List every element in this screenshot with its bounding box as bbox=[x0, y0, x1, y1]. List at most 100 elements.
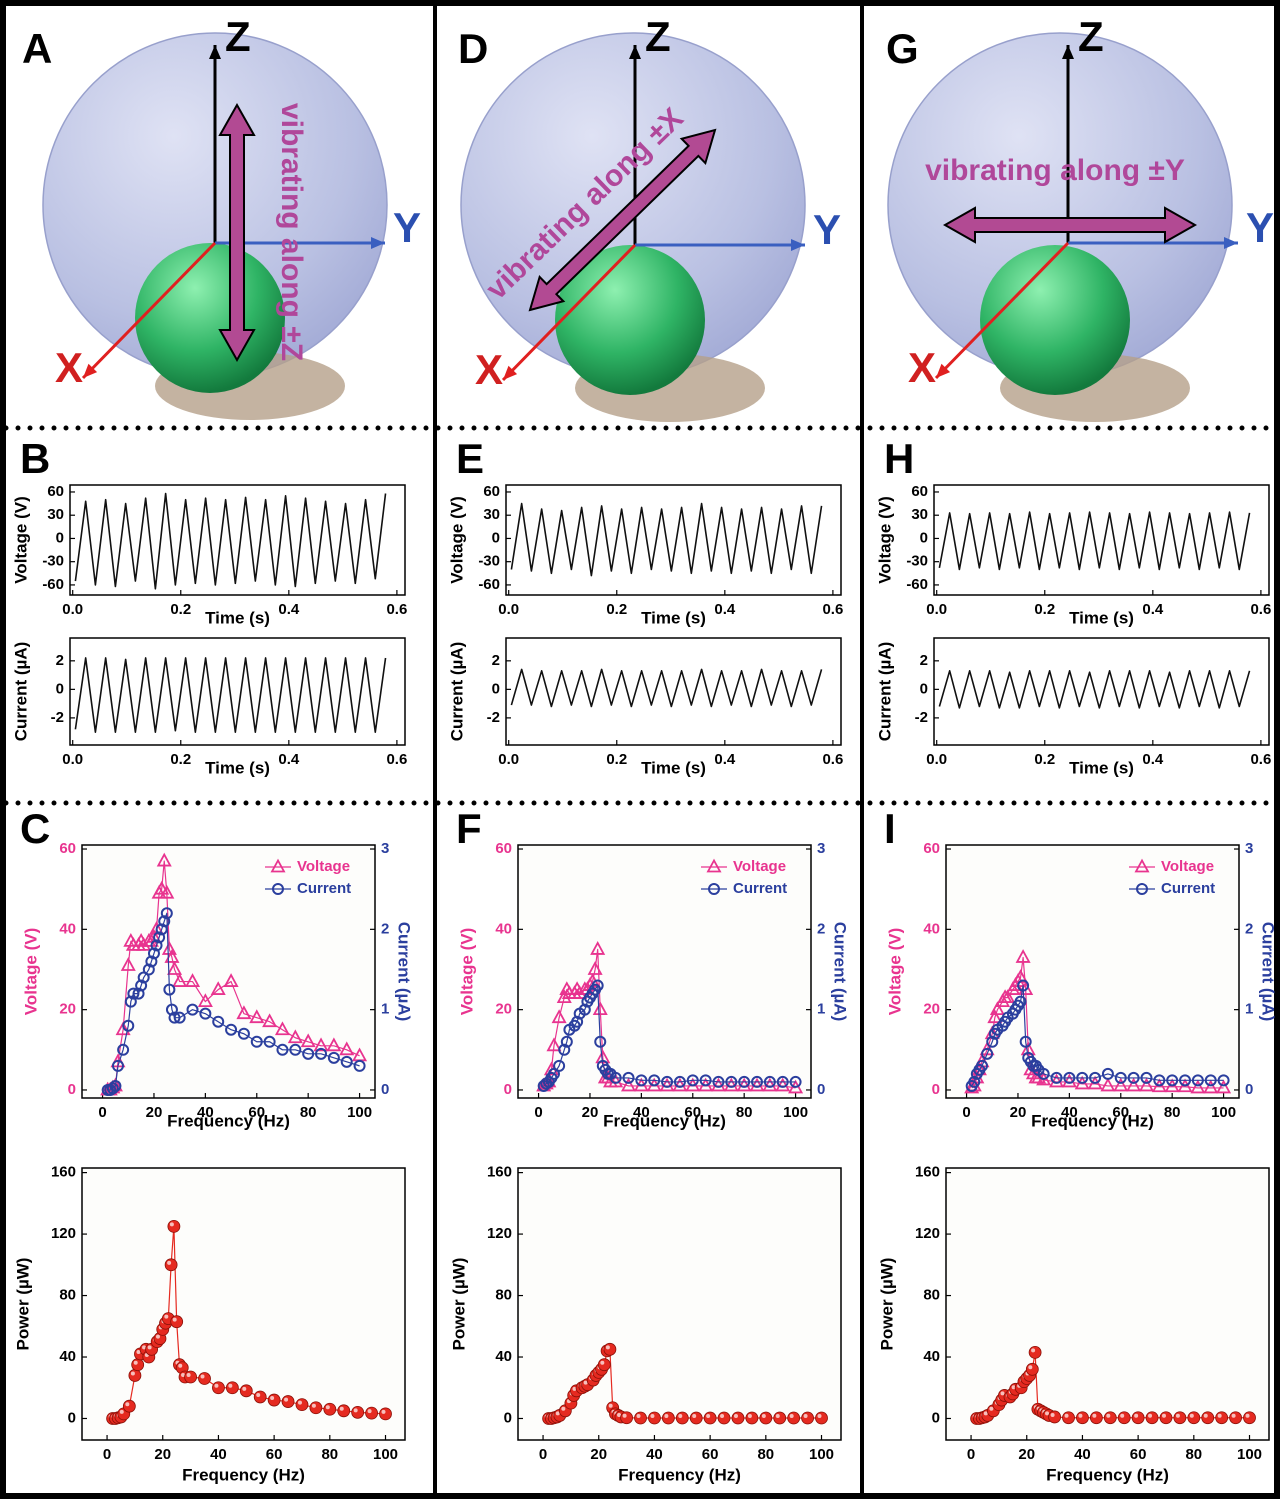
y2-tick-label: 3 bbox=[381, 840, 389, 857]
marker bbox=[1029, 1346, 1041, 1358]
x-tick-label: 0.4 bbox=[278, 751, 300, 768]
x-tick-label: 60 bbox=[702, 1446, 719, 1463]
marker-highlight bbox=[623, 1414, 627, 1418]
marker-highlight bbox=[762, 1414, 766, 1418]
marker-highlight bbox=[989, 1407, 993, 1411]
y-axis-title: Voltage (V) bbox=[11, 496, 30, 584]
marker-highlight bbox=[368, 1409, 372, 1413]
panel-letter: C bbox=[20, 805, 50, 852]
marker-highlight bbox=[298, 1401, 302, 1405]
x-tick-label: 0 bbox=[962, 1104, 970, 1121]
marker-highlight bbox=[326, 1405, 330, 1409]
marker bbox=[662, 1412, 674, 1424]
marker bbox=[1063, 1412, 1075, 1424]
y-tick-label: -2 bbox=[51, 709, 64, 726]
marker-highlight bbox=[148, 1345, 152, 1349]
y2-tick-label: 0 bbox=[381, 1081, 389, 1098]
marker-highlight bbox=[354, 1408, 358, 1412]
y-tick-label: 60 bbox=[47, 483, 64, 500]
marker-highlight bbox=[120, 1410, 124, 1414]
y-axis-title: Power (µW) bbox=[449, 1258, 468, 1351]
marker bbox=[1230, 1412, 1242, 1424]
marker-highlight bbox=[134, 1361, 138, 1365]
marker bbox=[1146, 1412, 1158, 1424]
marker-highlight bbox=[804, 1414, 808, 1418]
marker-highlight bbox=[1232, 1414, 1236, 1418]
marker-highlight bbox=[340, 1407, 344, 1411]
x-tick-label: 0.6 bbox=[822, 751, 843, 768]
y-tick-label: -60 bbox=[478, 576, 500, 593]
marker-highlight bbox=[312, 1404, 316, 1408]
marker-highlight bbox=[382, 1410, 386, 1414]
marker bbox=[1026, 1363, 1038, 1375]
marker-highlight bbox=[1092, 1414, 1096, 1418]
marker-highlight bbox=[1218, 1414, 1222, 1418]
y-tick-label: 80 bbox=[59, 1287, 76, 1304]
marker-highlight bbox=[170, 1222, 174, 1226]
marker bbox=[185, 1371, 197, 1383]
x-tick-label: 20 bbox=[1018, 1446, 1035, 1463]
x-tick-label: 0.6 bbox=[386, 751, 407, 768]
marker bbox=[648, 1412, 660, 1424]
y-tick-label: 40 bbox=[59, 1348, 76, 1365]
legend-label: Current bbox=[733, 880, 787, 897]
marker-highlight bbox=[167, 1261, 171, 1265]
y-tick-label: 0 bbox=[68, 1409, 76, 1426]
y-tick-label: 2 bbox=[920, 652, 928, 669]
y-axis-title: Voltage (V) bbox=[21, 928, 40, 1016]
marker-highlight bbox=[1120, 1414, 1124, 1418]
y-axis-title: Current (µA) bbox=[447, 642, 466, 742]
marker-highlight bbox=[1031, 1348, 1035, 1352]
x-tick-label: 100 bbox=[1211, 1104, 1236, 1121]
y-tick-label: -30 bbox=[906, 553, 928, 570]
marker bbox=[165, 1259, 177, 1271]
marker bbox=[1202, 1412, 1214, 1424]
x-tick-label: 0 bbox=[103, 1446, 111, 1463]
x-axis-title: Time (s) bbox=[1069, 758, 1134, 777]
panel-letter: A bbox=[22, 25, 52, 72]
y-tick-label: 0 bbox=[56, 680, 64, 697]
x-tick-label: 20 bbox=[1010, 1104, 1027, 1121]
marker bbox=[1174, 1412, 1186, 1424]
y-tick-label: 20 bbox=[59, 1001, 76, 1018]
marker bbox=[718, 1412, 730, 1424]
y-axis-title: Voltage (V) bbox=[447, 496, 466, 584]
marker bbox=[338, 1405, 350, 1417]
inner-ball bbox=[980, 245, 1130, 395]
marker-highlight bbox=[1078, 1414, 1082, 1418]
figure: ZYXvibrating along ±ZAZYXvibrating along… bbox=[0, 0, 1280, 1499]
panel-letter: B bbox=[20, 435, 50, 482]
marker bbox=[168, 1220, 180, 1232]
panel-letter: I bbox=[884, 805, 896, 852]
axis-letter: Z bbox=[645, 13, 671, 60]
plot-area bbox=[946, 1168, 1269, 1440]
x-tick-label: 60 bbox=[266, 1446, 283, 1463]
x-tick-label: 20 bbox=[146, 1104, 163, 1121]
y-tick-label: -2 bbox=[487, 709, 500, 726]
marker-highlight bbox=[650, 1414, 654, 1418]
marker-highlight bbox=[600, 1361, 604, 1365]
marker-highlight bbox=[1176, 1414, 1180, 1418]
marker bbox=[352, 1406, 364, 1418]
x-axis-title: Time (s) bbox=[205, 758, 270, 777]
marker-highlight bbox=[164, 1315, 168, 1319]
legend-label: Voltage bbox=[733, 858, 786, 875]
marker bbox=[1104, 1412, 1116, 1424]
y-tick-label: 120 bbox=[915, 1225, 940, 1242]
marker-highlight bbox=[173, 1318, 177, 1322]
y-tick-label: 0 bbox=[504, 1409, 512, 1426]
marker bbox=[254, 1391, 266, 1403]
caption: vibrating along ±Y bbox=[925, 154, 1185, 187]
y-tick-label: 80 bbox=[495, 1287, 512, 1304]
x-tick-label: 0.4 bbox=[714, 601, 736, 618]
y2-tick-label: 0 bbox=[1245, 1081, 1253, 1098]
x-tick-label: 0.6 bbox=[1250, 601, 1271, 618]
marker bbox=[1118, 1412, 1130, 1424]
marker bbox=[129, 1369, 141, 1381]
panel-letter: F bbox=[456, 805, 482, 852]
x-tick-label: 0.2 bbox=[1034, 751, 1055, 768]
marker-highlight bbox=[228, 1384, 232, 1388]
marker bbox=[774, 1412, 786, 1424]
x-tick-label: 80 bbox=[300, 1104, 317, 1121]
x-tick-label: 0.2 bbox=[606, 751, 627, 768]
